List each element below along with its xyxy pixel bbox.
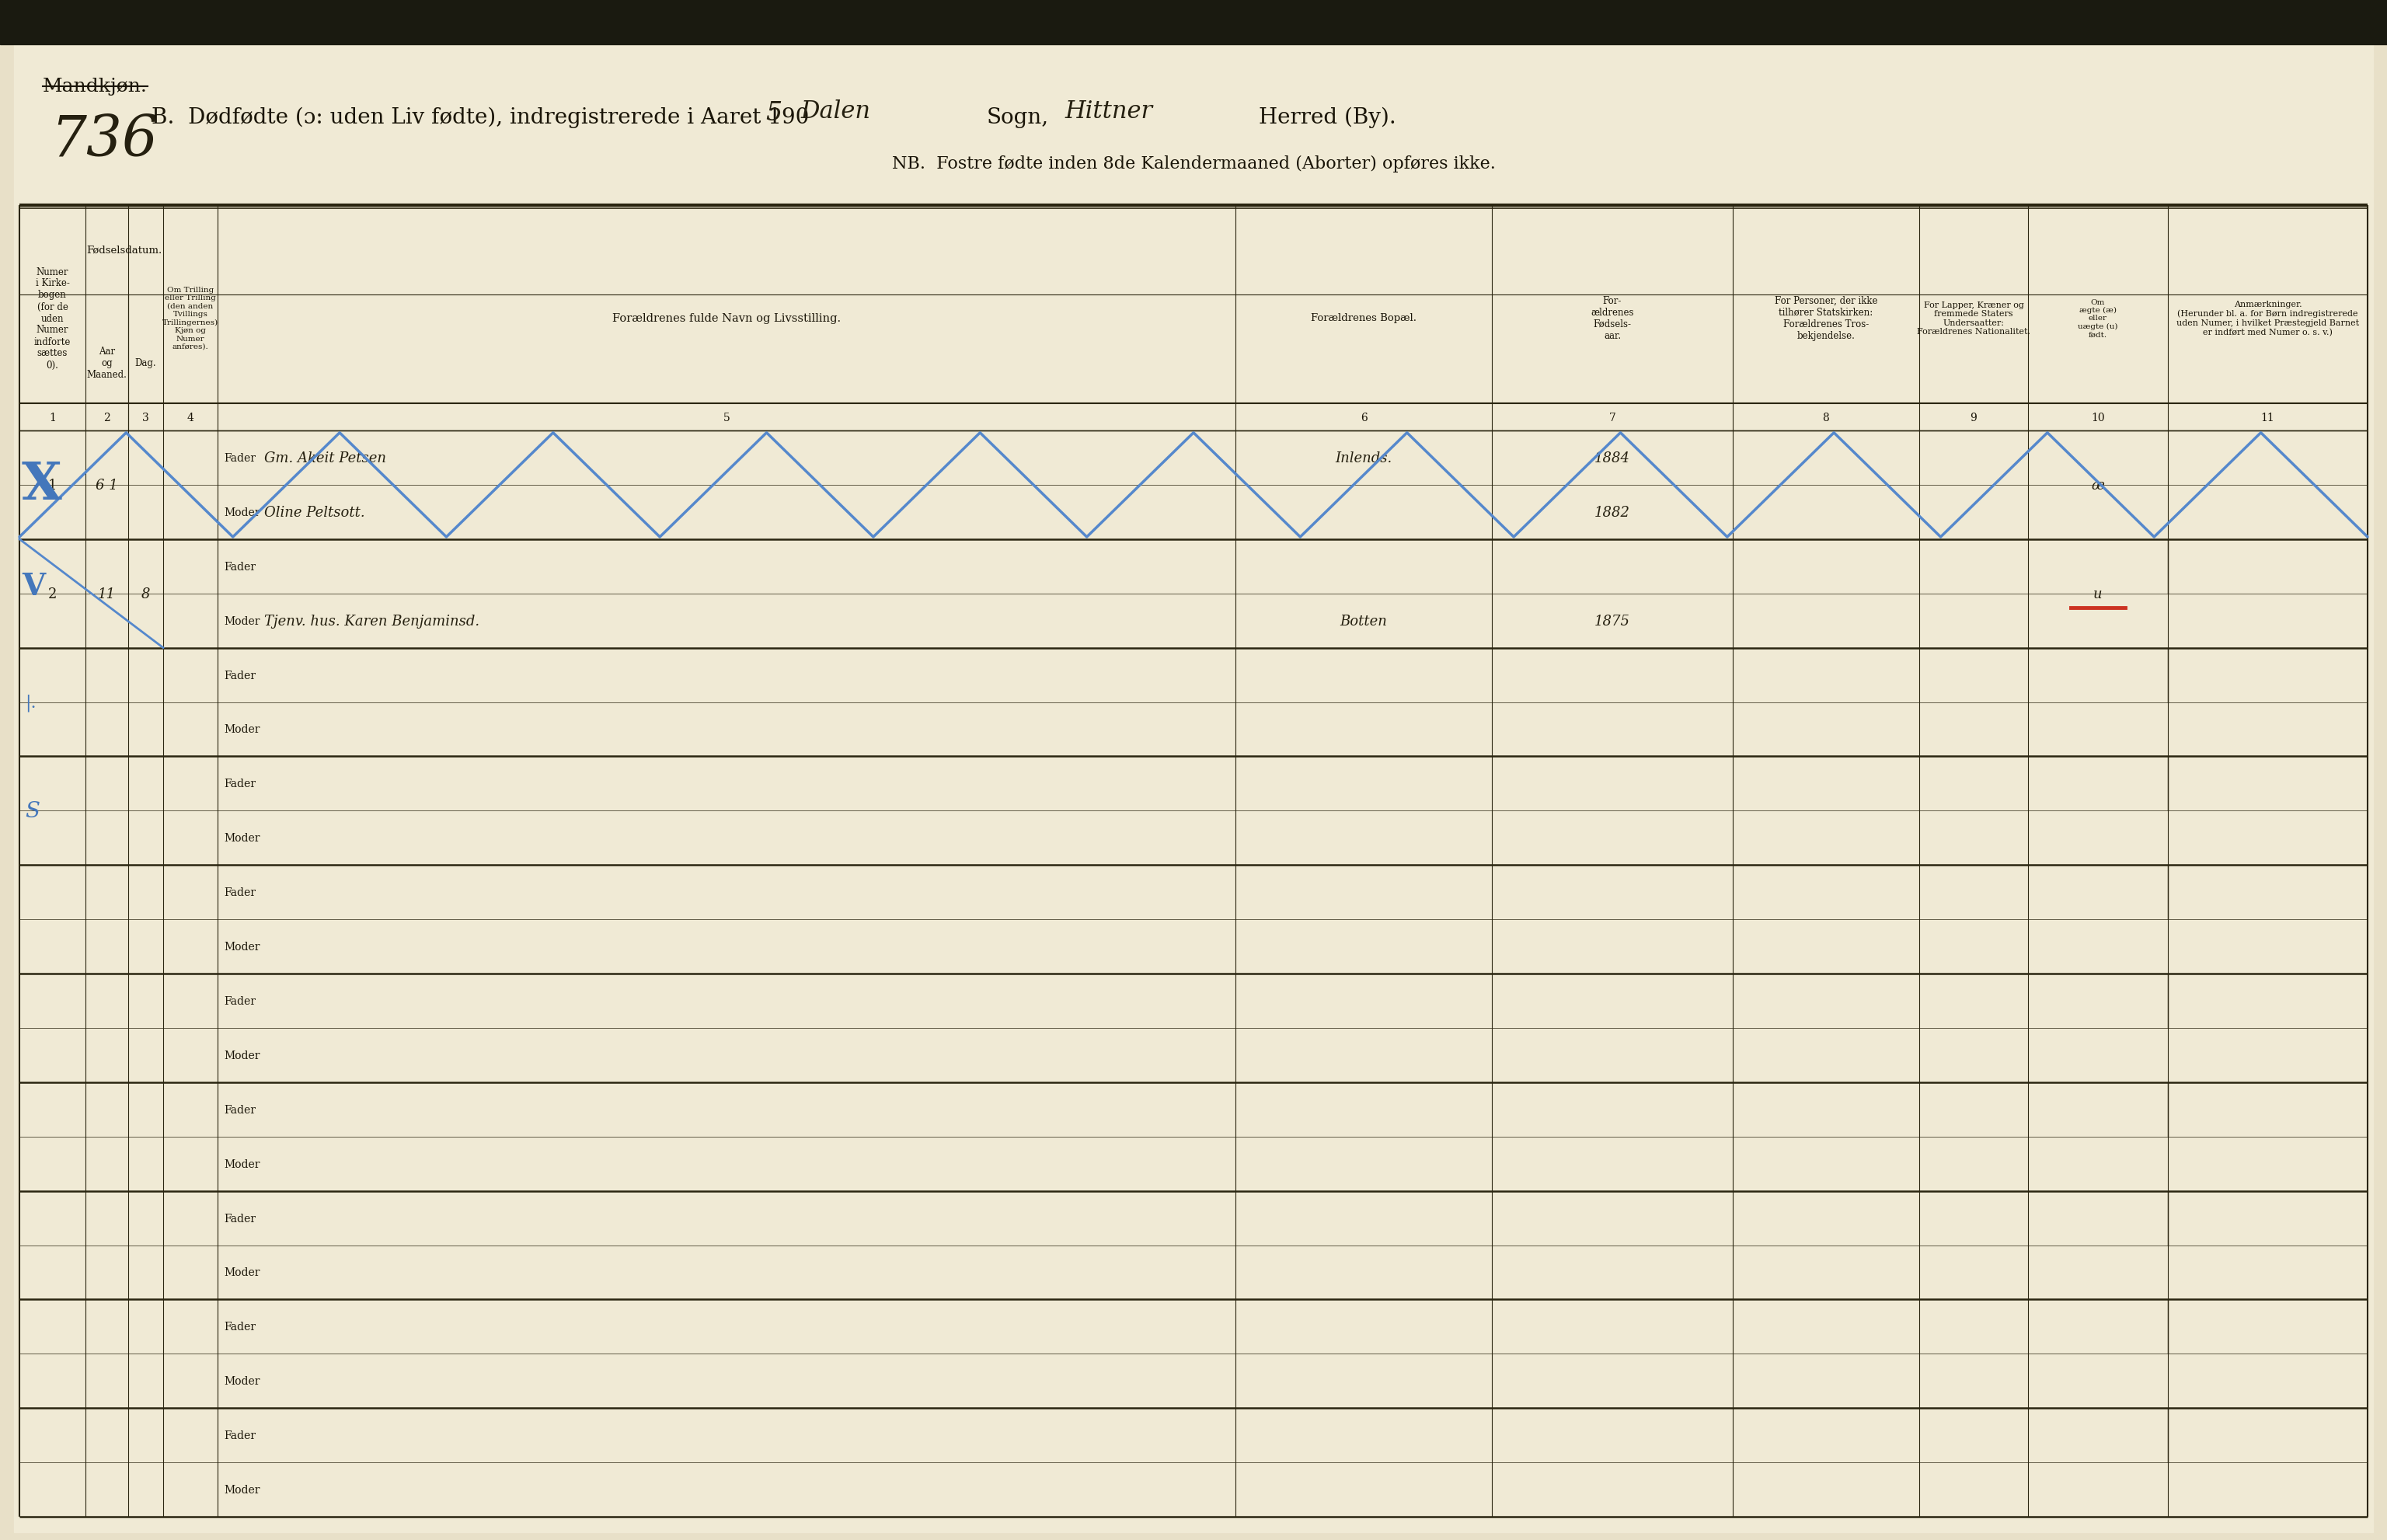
Text: Om
ægte (æ)
eller
uægte (u)
født.: Om ægte (æ) eller uægte (u) født. (2079, 299, 2117, 339)
Text: Mandkjøn.: Mandkjøn. (43, 77, 148, 95)
Text: Sogn,: Sogn, (986, 108, 1048, 128)
Text: B.  Dødfødte (ɔ: uden Liv fødte), indregistrerede i Aaret 190: B. Dødfødte (ɔ: uden Liv fødte), indregi… (150, 108, 809, 128)
Text: Fader: Fader (224, 561, 255, 573)
Text: 5: 5 (766, 102, 783, 126)
Text: 1884: 1884 (1595, 451, 1630, 465)
Text: For Personer, der ikke
tilhører Statskirken:
Forældrenes Tros-
bekjendelse.: For Personer, der ikke tilhører Statskir… (1774, 296, 1879, 340)
Text: Herred (By).: Herred (By). (1258, 108, 1396, 128)
Text: Fader: Fader (224, 887, 255, 898)
Text: Moder: Moder (224, 724, 260, 735)
Text: Fader: Fader (224, 778, 255, 790)
Text: Hittner: Hittner (1065, 100, 1153, 123)
Text: Fader: Fader (224, 1104, 255, 1115)
Text: 9: 9 (1969, 413, 1976, 424)
Text: u: u (2093, 587, 2103, 601)
Text: Forældrenes fulde Navn og Livsstilling.: Forældrenes fulde Navn og Livsstilling. (611, 313, 840, 323)
Text: Fødselsdatum.: Fødselsdatum. (86, 245, 162, 256)
Text: Moder: Moder (224, 616, 260, 627)
Text: 1: 1 (50, 413, 55, 424)
Text: X: X (21, 460, 62, 511)
Text: For Lapper, Kræner og
fremmede Staters
Undersaatter:
Forældrenes Nationalitet.: For Lapper, Kræner og fremmede Staters U… (1917, 300, 2031, 336)
Text: For-
ældrenes
Fødsels-
aar.: For- ældrenes Fødsels- aar. (1590, 296, 1633, 340)
Text: Fader: Fader (224, 453, 255, 464)
Text: 1882: 1882 (1595, 505, 1630, 519)
Text: 2: 2 (48, 587, 57, 601)
Text: NB.  Fostre fødte inden 8de Kalendermaaned (Aborter) opføres ikke.: NB. Fostre fødte inden 8de Kalendermaane… (893, 156, 1494, 172)
Text: 7: 7 (1609, 413, 1616, 424)
Text: Fader: Fader (224, 1212, 255, 1224)
Text: 11: 11 (2260, 413, 2275, 424)
Text: Moder: Moder (224, 1050, 260, 1061)
Text: 2: 2 (103, 413, 110, 424)
Text: 8: 8 (1824, 413, 1828, 424)
Text: S: S (24, 801, 41, 821)
Text: 5: 5 (723, 413, 730, 424)
Text: Moder: Moder (224, 1375, 260, 1386)
Text: |.: |. (24, 693, 36, 711)
Text: Moder: Moder (224, 833, 260, 844)
Text: Fader: Fader (224, 670, 255, 681)
Text: 8: 8 (141, 587, 150, 601)
Text: Gm. Akeit Petsen: Gm. Akeit Petsen (265, 451, 387, 465)
Text: 6: 6 (1361, 413, 1368, 424)
Bar (0, 0, 2387, 45)
Text: Om Trilling
eller Trilling
(den anden
Tvillings
Trillingernes)
Kjøn og
Numer
anf: Om Trilling eller Trilling (den anden Tv… (162, 286, 217, 350)
Text: V: V (21, 571, 45, 601)
Text: 4: 4 (186, 413, 193, 424)
Text: Oline Peltsott.: Oline Peltsott. (265, 505, 365, 519)
Text: Fader: Fader (224, 1429, 255, 1441)
Text: Moder: Moder (224, 507, 260, 517)
Text: Numer
i Kirke-
bogen
(for de
uden
Numer
indforte
sættes
0).: Numer i Kirke- bogen (for de uden Numer … (33, 266, 72, 370)
Text: Dag.: Dag. (136, 357, 158, 368)
Text: Fader: Fader (224, 995, 255, 1007)
Text: 11: 11 (98, 587, 117, 601)
Text: Moder: Moder (224, 941, 260, 952)
Text: Moder: Moder (224, 1485, 260, 1495)
Text: 1: 1 (48, 479, 57, 493)
Text: 736: 736 (50, 112, 158, 168)
Text: Aar
og
Maaned.: Aar og Maaned. (86, 346, 127, 380)
Text: Fader: Fader (224, 1321, 255, 1332)
Text: Moder: Moder (224, 1267, 260, 1278)
Text: 10: 10 (2091, 413, 2105, 424)
Text: 6 1: 6 1 (95, 479, 117, 493)
Text: Forældrenes Bopæl.: Forældrenes Bopæl. (1310, 313, 1415, 323)
Text: Tjenv. hus. Karen Benjaminsd.: Tjenv. hus. Karen Benjaminsd. (265, 614, 480, 628)
Text: æ: æ (2091, 479, 2105, 493)
Text: Moder: Moder (224, 1158, 260, 1169)
Text: Botten: Botten (1339, 614, 1387, 628)
Text: 3: 3 (143, 413, 148, 424)
Text: Inlends.: Inlends. (1334, 451, 1392, 465)
Text: 1875: 1875 (1595, 614, 1630, 628)
Text: Anmærkninger.
(Herunder bl. a. for Børn indregistrerede
uden Numer, i hvilket Pr: Anmærkninger. (Herunder bl. a. for Børn … (2177, 300, 2358, 336)
Text: Dalen: Dalen (800, 100, 871, 123)
